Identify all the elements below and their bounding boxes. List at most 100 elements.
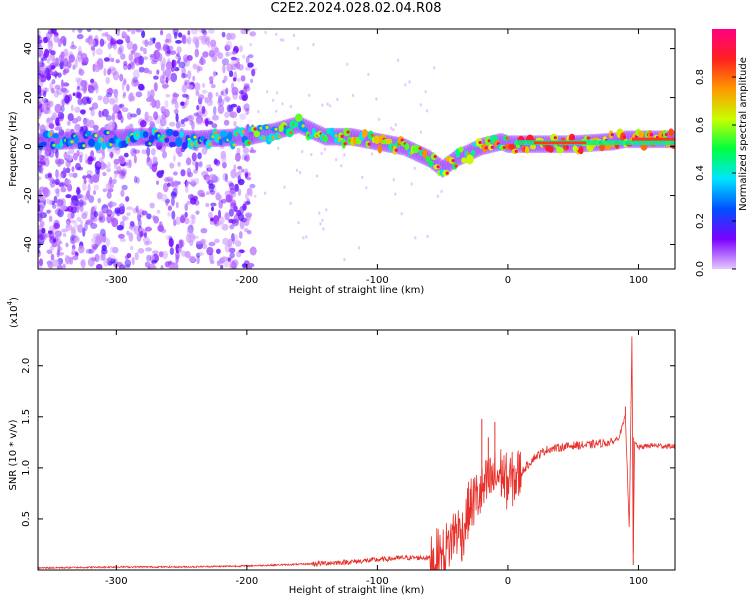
heatmap-cell — [164, 100, 169, 108]
heatmap-cell — [178, 32, 183, 38]
heatmap-cell — [377, 117, 381, 121]
heatmap-cell — [241, 130, 245, 134]
heatmap-cell — [54, 103, 62, 114]
heatmap-cell — [117, 110, 122, 120]
heatmap-cell — [169, 162, 175, 169]
heatmap-cell — [238, 94, 243, 101]
heatmap-cell — [135, 177, 140, 184]
heatmap-cell — [408, 80, 411, 84]
heatmap-cell — [71, 245, 76, 250]
heatmap-cell — [122, 215, 127, 222]
heatmap-cell — [204, 96, 209, 104]
heatmap-cell — [400, 212, 403, 216]
heatmap-cell — [175, 201, 179, 209]
heatmap-cell — [87, 84, 92, 93]
heatmap-cell — [111, 89, 119, 94]
heatmap-cell — [289, 201, 292, 205]
heatmap-cell — [144, 39, 149, 47]
heatmap-cell — [164, 68, 172, 77]
heatmap-cell — [121, 107, 129, 113]
heatmap-cell — [65, 224, 73, 231]
heatmap-cell — [47, 29, 54, 35]
heatmap-cell — [91, 174, 99, 179]
heatmap-cell — [556, 147, 564, 154]
heatmap-cell — [238, 231, 243, 239]
heatmap-cell — [426, 234, 429, 239]
heatmap-cell — [60, 35, 67, 44]
heatmap-cell — [38, 265, 43, 269]
heatmap-cell — [72, 172, 78, 178]
heatmap-cell — [46, 73, 52, 81]
heatmap-cell — [67, 113, 74, 122]
heatmap-cell — [118, 170, 125, 175]
heatmap-cell — [230, 56, 237, 61]
heatmap-cell — [271, 135, 275, 139]
heatmap-cell — [254, 194, 257, 198]
heatmap-cell — [116, 29, 120, 32]
heatmap-cell — [208, 29, 215, 34]
heatmap-cell — [184, 203, 188, 212]
heatmap-cell — [130, 61, 135, 70]
heatmap-cell — [94, 253, 100, 263]
heatmap-cell — [110, 215, 115, 223]
heatmap-cell — [91, 256, 97, 262]
heatmap-cell — [173, 109, 179, 114]
heatmap-cell — [181, 213, 185, 219]
heatmap-cell — [73, 222, 79, 229]
heatmap-cell — [128, 159, 132, 169]
heatmap-cell — [42, 87, 49, 93]
heatmap-cell — [74, 135, 79, 144]
heatmap-cell — [86, 130, 92, 137]
heatmap-cell — [154, 99, 161, 109]
heatmap-cell — [201, 105, 206, 115]
heatmap-cell — [160, 29, 164, 36]
heatmap-cell — [197, 251, 204, 256]
heatmap-cell — [51, 200, 55, 206]
heatmap-cell — [167, 75, 171, 82]
heatmap-cell — [246, 176, 252, 181]
heatmap-cell — [127, 29, 131, 32]
heatmap-cell — [123, 60, 128, 67]
heatmap-cell — [62, 69, 67, 76]
heatmap-cell — [135, 91, 143, 98]
heatmap-cell — [177, 247, 182, 252]
heatmap-cell — [186, 200, 191, 205]
heatmap-cell — [49, 132, 53, 136]
heatmap-cell — [167, 205, 172, 211]
heatmap-cell — [234, 183, 239, 192]
heatmap-cell — [126, 212, 131, 217]
heatmap-cell — [257, 110, 260, 114]
heatmap-cell — [192, 36, 199, 45]
heatmap-cell — [210, 217, 215, 222]
heatmap-cell — [298, 170, 302, 175]
heatmap-cell — [126, 84, 130, 92]
heatmap-cell — [377, 144, 383, 154]
heatmap-cell — [458, 146, 464, 153]
heatmap-cell — [524, 146, 530, 154]
heatmap-cell — [422, 148, 428, 159]
heatmap-cell — [265, 125, 269, 129]
heatmap-cell — [220, 264, 224, 269]
heatmap-cell — [470, 149, 476, 157]
heatmap-cell — [207, 98, 212, 103]
heatmap-cell — [146, 213, 152, 220]
heatmap-cell — [265, 90, 269, 94]
heatmap-cell — [151, 259, 158, 264]
heatmap-cell — [134, 175, 138, 184]
heatmap-cell — [236, 77, 242, 82]
heatmap-cell — [245, 192, 249, 200]
heatmap-cell — [229, 252, 235, 259]
heatmap-cell — [319, 222, 322, 226]
heatmap-cell — [218, 209, 221, 219]
heatmap-cell — [328, 104, 332, 108]
heatmap-cell — [82, 175, 87, 180]
heatmap-cell — [68, 54, 75, 63]
heatmap-cell — [118, 44, 124, 54]
heatmap-cell — [505, 136, 509, 140]
heatmap-cell — [90, 109, 95, 117]
heatmap-cell — [189, 214, 195, 220]
heatmap-cell — [53, 90, 60, 98]
heatmap-cell — [167, 211, 171, 217]
heatmap-cell — [216, 260, 221, 266]
heatmap-cell — [610, 133, 614, 137]
